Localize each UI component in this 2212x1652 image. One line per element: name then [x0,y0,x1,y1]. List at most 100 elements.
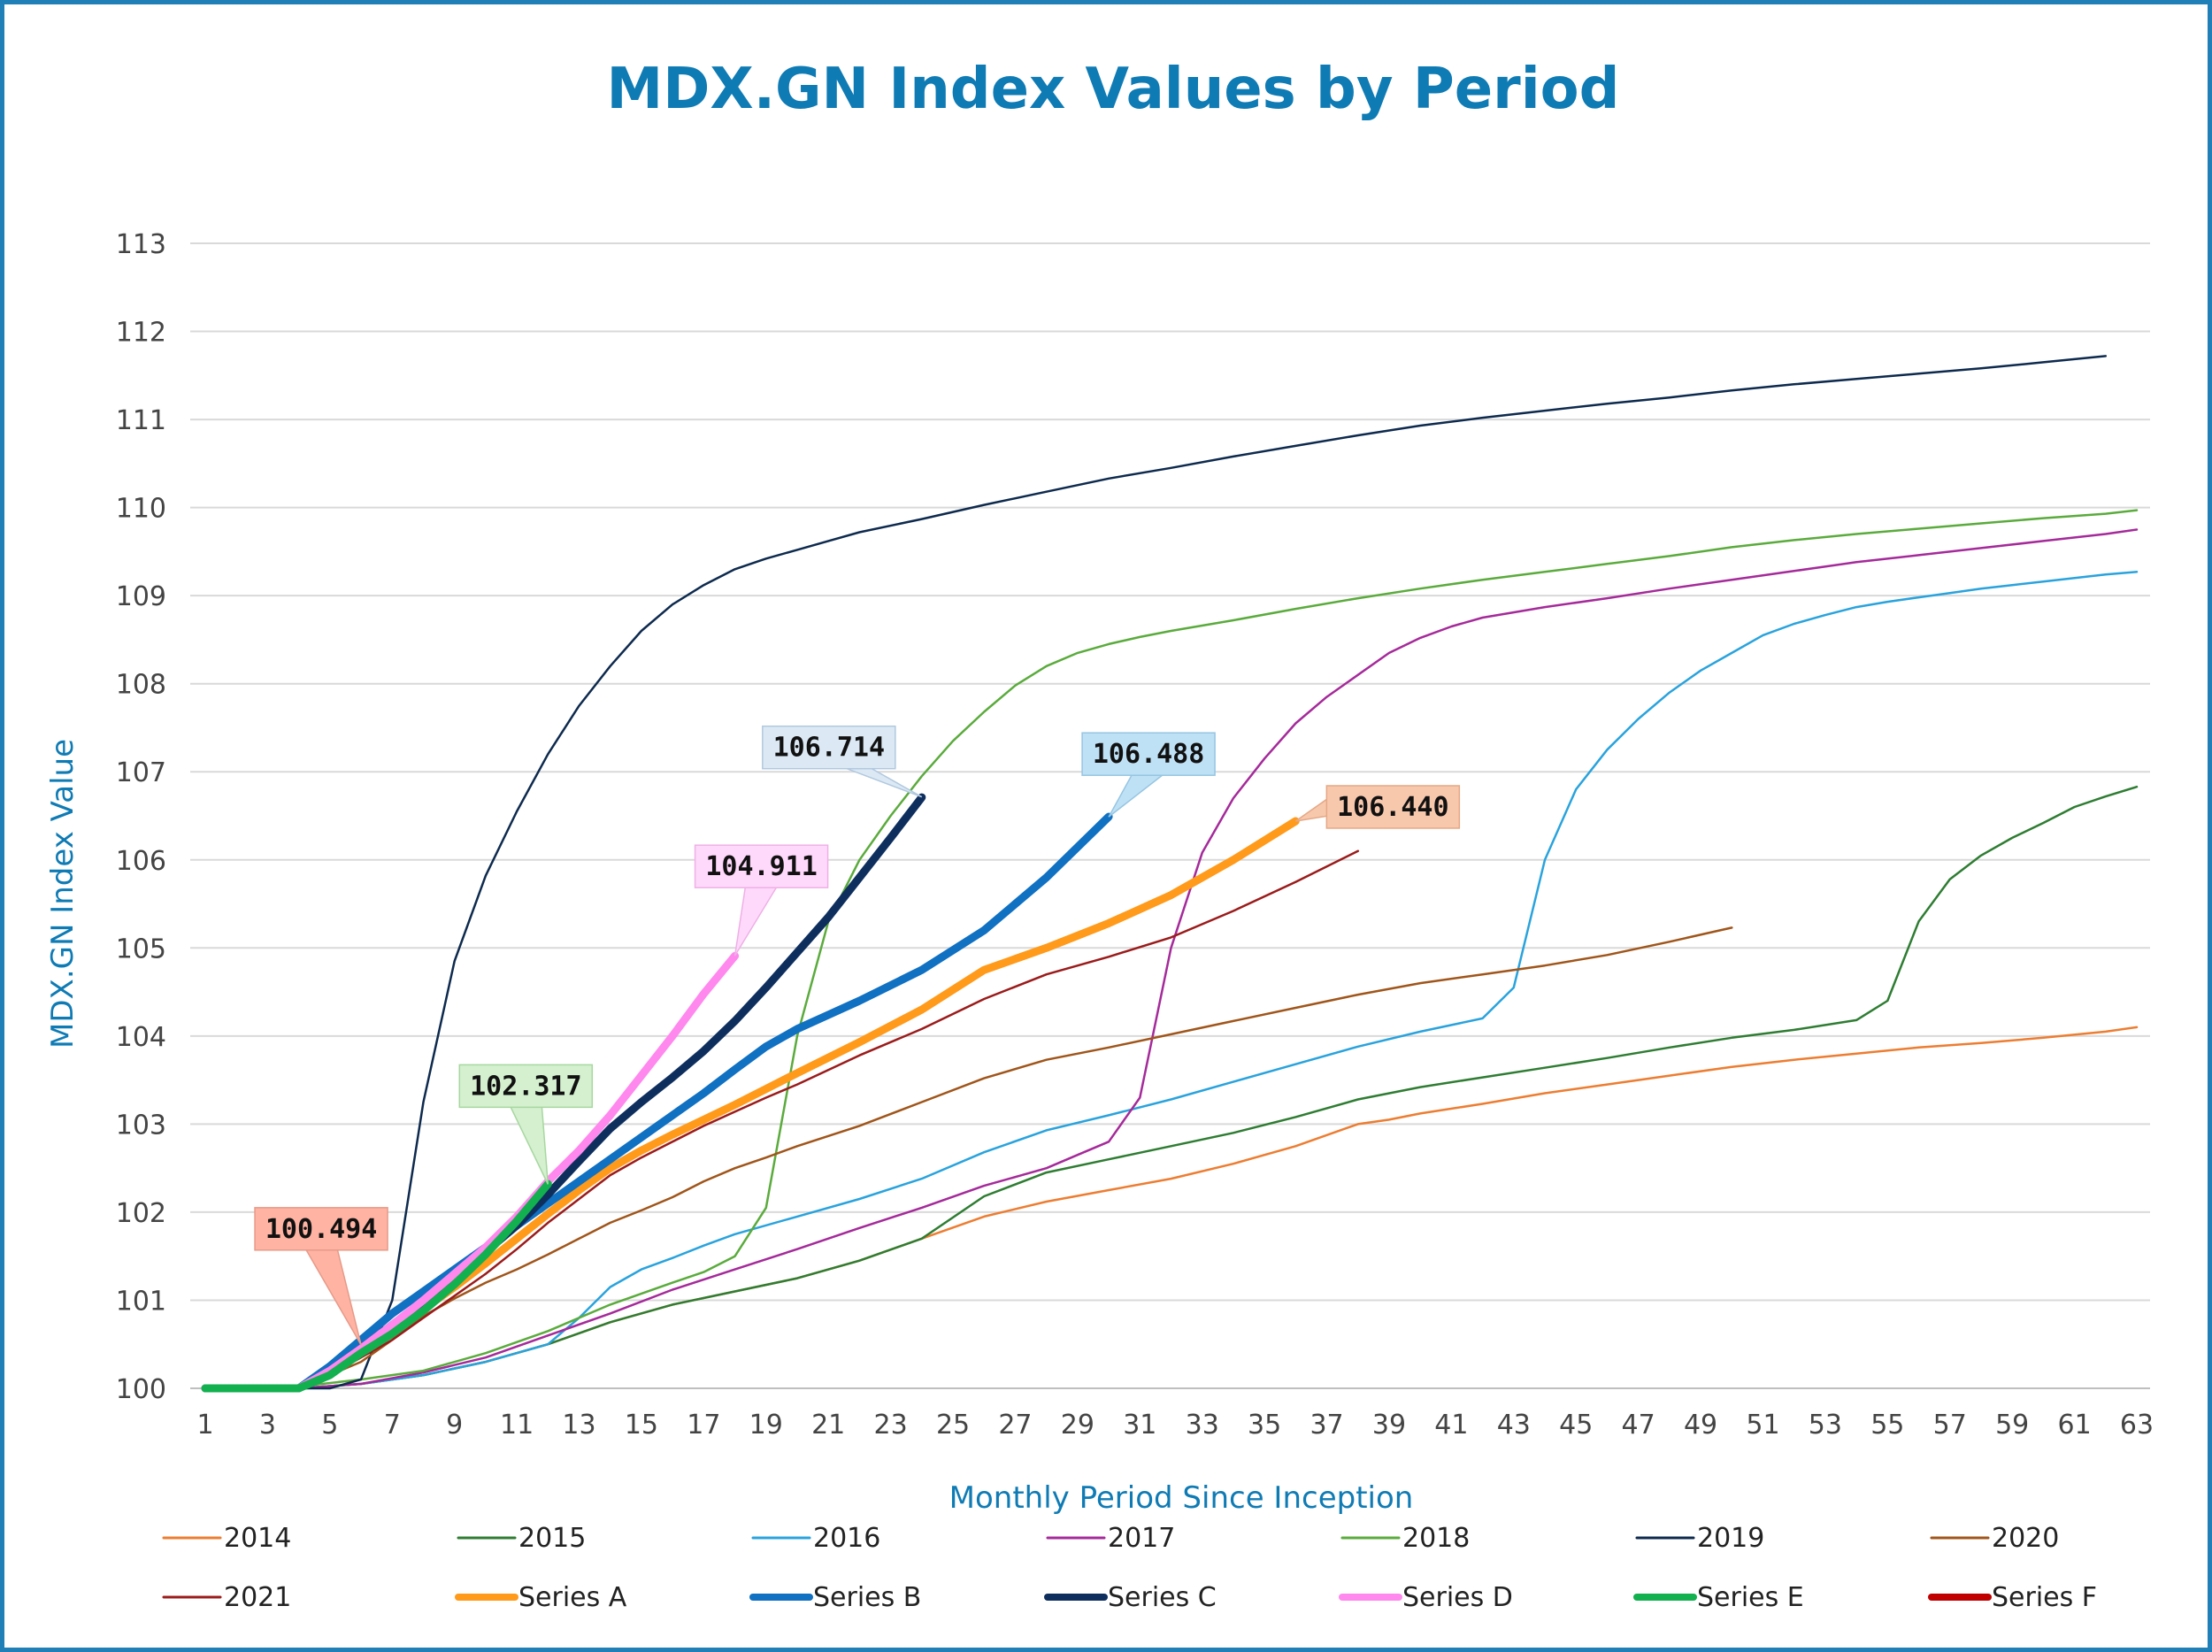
x-tick-label: 35 [1248,1410,1281,1441]
legend-item: Series B [749,1582,921,1613]
series-line-2015 [204,785,2139,1390]
legend-item: Series E [1633,1582,1804,1613]
legend-label: 2019 [1697,1523,1764,1554]
y-tick-label: 106 [116,846,166,877]
legend-label: Series C [1108,1582,1217,1613]
gridlines [190,242,2150,1389]
series-line-series-d [201,951,740,1393]
y-tick-label: 102 [116,1198,166,1229]
legend-label: Series F [1992,1582,2097,1613]
y-tick-label: 103 [116,1110,166,1141]
legend-item: 2014 [162,1523,291,1554]
x-tick-label: 59 [1995,1410,2029,1441]
x-tick-label: 63 [2120,1410,2154,1441]
x-tick-label: 17 [687,1410,720,1441]
x-tick-label: 57 [1933,1410,1967,1441]
x-tick-label: 37 [1310,1410,1343,1441]
callout-label: 104.911 [705,851,817,882]
x-tick-label: 39 [1372,1410,1406,1441]
series-line-2019 [204,355,2108,1390]
callout-box [1081,732,1216,776]
x-tick-label: 5 [321,1410,338,1441]
x-tick-label: 25 [936,1410,970,1441]
callout-label: 106.440 [1337,792,1448,823]
y-tick-label: 105 [116,934,166,964]
legend-label: Series B [813,1582,921,1613]
y-tick-label: 108 [116,670,166,701]
series-line-series-b [201,812,1113,1393]
legend-item: 2017 [1046,1523,1175,1554]
data-callouts: 100.494 102.317 104.911 106.714 106.488 106.4… [254,725,1461,1346]
callout: 106.440 [1294,785,1461,829]
x-tick-label: 61 [2057,1410,2091,1441]
x-axis-ticks: 1 3 5 7 9 11 13 15 17 19 21 23 25 27 29 31 33 35 37 39 41 43 4… [196,1410,2154,1441]
callout-label: 106.488 [1093,739,1204,770]
x-tick-label: 45 [1559,1410,1593,1441]
callout-box [762,725,896,770]
series-line-2017 [204,528,2139,1390]
x-tick-label: 49 [1684,1410,1717,1441]
legend-label: 2015 [518,1523,586,1554]
callout-pointer [1108,772,1167,818]
callout-label: 100.494 [265,1214,377,1245]
legend-item: 2019 [1635,1523,1764,1554]
legend-label: 2016 [813,1523,880,1554]
x-tick-label: 9 [446,1410,463,1441]
x-tick-label: 43 [1497,1410,1531,1441]
callout: 100.494 [254,1207,388,1346]
callout-box [694,844,829,888]
legend-label: Series A [518,1582,627,1613]
x-tick-label: 13 [562,1410,595,1441]
y-tick-label: 101 [116,1286,166,1317]
legend-item: 2015 [457,1523,586,1554]
callout-pointer [509,1104,549,1185]
callout-box [458,1064,594,1109]
callout: 106.714 [762,725,923,798]
y-tick-label: 109 [116,581,166,612]
x-tick-label: 3 [259,1410,276,1441]
x-tick-label: 53 [1809,1410,1842,1441]
series-line-2016 [204,571,2139,1390]
callout-box [1325,785,1461,829]
x-tick-label: 55 [1870,1410,1904,1441]
x-tick-label: 7 [384,1410,401,1441]
legend-label: Series D [1402,1582,1513,1613]
series-lines [201,355,2139,1393]
legend-item: 2018 [1340,1523,1470,1554]
y-axis-ticks: 100 101 102 103 104 105 106 107 108 109 110 111 112 1… [116,229,166,1405]
y-tick-label: 110 [116,494,166,525]
x-tick-label: 21 [811,1410,845,1441]
legend: 2014 2015 2016 2017 2018 2019 2020 2021 Series A… [162,1523,2097,1613]
y-tick-label: 107 [116,757,166,788]
x-tick-label: 29 [1061,1410,1094,1441]
callout-pointer [733,885,779,957]
series-line-2018 [204,509,2139,1388]
legend-label: 2014 [224,1523,291,1554]
y-tick-label: 113 [116,229,166,260]
legend-label: 2018 [1402,1523,1470,1554]
legend-label: 2020 [1992,1523,2059,1554]
legend-item: Series C [1044,1582,1217,1613]
legend-item: 2021 [162,1582,291,1613]
y-tick-label: 104 [116,1022,166,1053]
legend-label: Series E [1697,1582,1804,1613]
callout: 106.488 [1081,732,1216,818]
callout-label: 102.317 [470,1071,581,1102]
x-tick-label: 47 [1622,1410,1655,1441]
x-tick-label: 27 [998,1410,1032,1441]
x-tick-label: 1 [196,1410,213,1441]
legend-item: Series F [1928,1582,2097,1613]
x-tick-label: 11 [500,1410,534,1441]
x-tick-label: 31 [1123,1410,1156,1441]
chart-title: MDX.GN Index Values by Period [607,57,1620,122]
callout-pointer [1294,796,1330,822]
callout-box [254,1207,388,1251]
y-tick-label: 111 [116,405,166,436]
legend-label: 2021 [224,1582,291,1613]
x-tick-label: 19 [749,1410,783,1441]
callout-pointer [303,1248,362,1346]
series-line-2021 [204,849,1360,1390]
legend-item: 2020 [1930,1523,2059,1554]
